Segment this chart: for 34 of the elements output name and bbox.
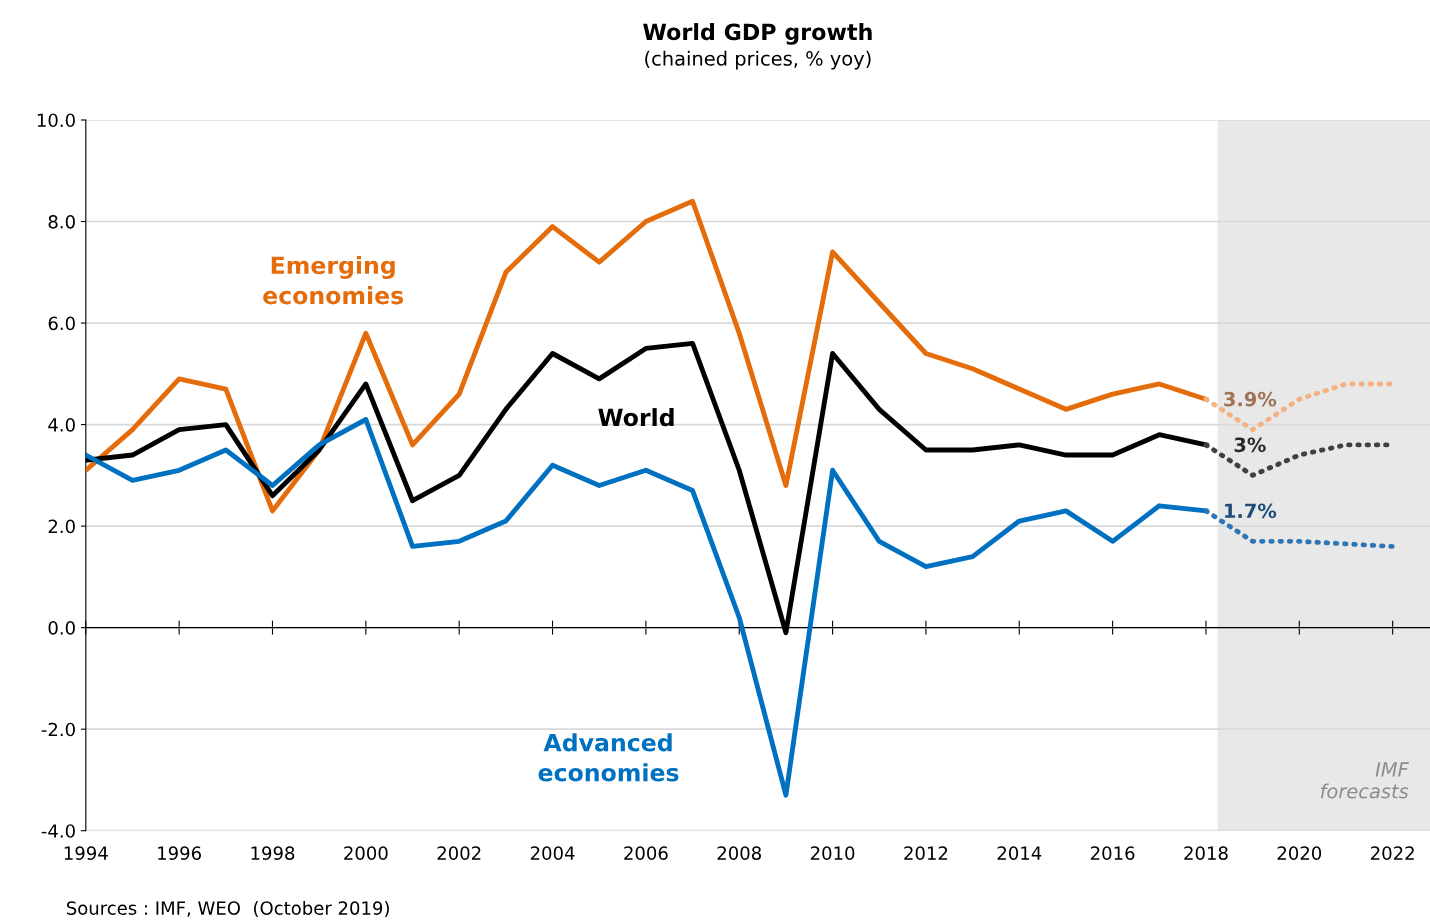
x-tick-label: 1994 [64, 846, 108, 860]
band-label: IMF forecasts [1320, 762, 1409, 799]
line-series [85, 198, 1209, 514]
x-tick-label: 2022 [1371, 846, 1414, 860]
y-tick-label: 0.0 [48, 621, 75, 635]
x-tick-label: 2006 [624, 846, 668, 860]
x-tick-label: 1996 [158, 846, 201, 860]
x-tick-label: 2002 [437, 846, 481, 860]
series-label: World [598, 408, 674, 427]
x-tick-label: 2014 [997, 846, 1042, 860]
x-tick-label: 2020 [1277, 846, 1322, 860]
y-tick-label: 10.0 [37, 113, 75, 128]
series-label: Emerging economies [263, 255, 404, 305]
data-label: 3.9% [1224, 391, 1277, 407]
text: Advanced economies [538, 733, 679, 782]
source-note: Sources : IMF, WEO (October 2019) [66, 900, 389, 918]
chart-subtitle: (chained prices, % yoy) [645, 50, 871, 70]
x-tick-label: 2000 [344, 846, 388, 860]
y-tick-label: 6.0 [48, 316, 75, 331]
x-tick-label: 2016 [1090, 846, 1135, 860]
y-tick-label: -2.0 [41, 722, 75, 737]
x-tick-label: 2018 [1184, 846, 1228, 860]
y-tick-label: -4.0 [41, 824, 75, 838]
y-tick-label: 2.0 [48, 519, 75, 534]
x-tick-label: 2008 [717, 846, 761, 860]
data-label: 3% [1234, 437, 1266, 453]
x-tick-label: 2010 [810, 846, 855, 860]
x-tick-label: 2012 [904, 846, 948, 860]
y-tick-label: 4.0 [48, 418, 75, 432]
y-tick-label: 8.0 [48, 214, 75, 229]
x-tick-label: 2004 [530, 846, 575, 860]
chart-title: World GDP growth [643, 23, 872, 45]
x-tick-label: 1998 [251, 846, 295, 860]
data-label: 1.7% [1225, 503, 1277, 519]
